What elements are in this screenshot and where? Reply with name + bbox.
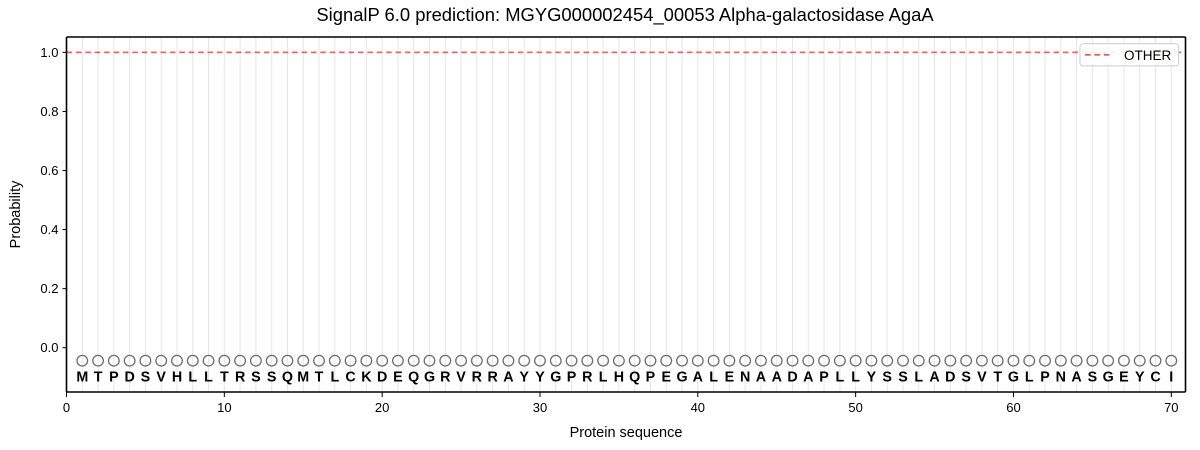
svg-text:G: G	[550, 369, 561, 385]
svg-text:N: N	[1056, 369, 1066, 385]
svg-text:N: N	[740, 369, 750, 385]
svg-text:P: P	[646, 369, 656, 385]
svg-text:L: L	[204, 369, 213, 385]
svg-text:S: S	[882, 369, 892, 385]
svg-text:0.2: 0.2	[40, 281, 58, 296]
svg-text:0.6: 0.6	[40, 163, 58, 178]
svg-text:Y: Y	[867, 369, 877, 385]
svg-text:E: E	[393, 369, 403, 385]
svg-text:Q: Q	[629, 369, 640, 385]
svg-text:40: 40	[691, 400, 705, 415]
svg-text:P: P	[1040, 369, 1050, 385]
svg-text:Q: Q	[282, 369, 293, 385]
svg-text:G: G	[676, 369, 687, 385]
svg-text:L: L	[914, 369, 923, 385]
svg-text:Y: Y	[535, 369, 545, 385]
svg-text:Y: Y	[1135, 369, 1145, 385]
svg-text:L: L	[599, 369, 608, 385]
svg-text:C: C	[1150, 369, 1160, 385]
svg-text:T: T	[315, 369, 324, 385]
svg-text:M: M	[297, 369, 309, 385]
svg-text:L: L	[188, 369, 197, 385]
svg-text:H: H	[614, 369, 624, 385]
svg-text:30: 30	[533, 400, 547, 415]
svg-text:D: D	[377, 369, 387, 385]
svg-text:E: E	[661, 369, 671, 385]
svg-text:D: D	[945, 369, 955, 385]
svg-text:T: T	[993, 369, 1002, 385]
svg-text:S: S	[961, 369, 971, 385]
svg-text:I: I	[1169, 369, 1173, 385]
svg-text:S: S	[898, 369, 908, 385]
svg-text:L: L	[709, 369, 718, 385]
svg-text:R: R	[235, 369, 246, 385]
svg-text:0.8: 0.8	[40, 104, 58, 119]
svg-text:D: D	[787, 369, 797, 385]
svg-text:V: V	[456, 369, 466, 385]
svg-text:A: A	[756, 369, 766, 385]
svg-text:L: L	[1025, 369, 1034, 385]
svg-text:G: G	[1008, 369, 1019, 385]
svg-text:A: A	[503, 369, 513, 385]
svg-text:T: T	[220, 369, 229, 385]
svg-text:E: E	[1119, 369, 1129, 385]
svg-text:L: L	[851, 369, 860, 385]
svg-text:V: V	[977, 369, 987, 385]
svg-text:A: A	[929, 369, 939, 385]
svg-text:0: 0	[63, 400, 70, 415]
svg-text:70: 70	[1164, 400, 1178, 415]
svg-text:K: K	[361, 369, 372, 385]
svg-text:R: R	[582, 369, 593, 385]
svg-text:1.0: 1.0	[40, 45, 58, 60]
svg-text:M: M	[76, 369, 88, 385]
svg-text:OTHER: OTHER	[1124, 48, 1172, 63]
svg-text:P: P	[109, 369, 119, 385]
svg-text:T: T	[94, 369, 103, 385]
svg-text:V: V	[156, 369, 166, 385]
svg-text:G: G	[1103, 369, 1114, 385]
svg-text:10: 10	[217, 400, 231, 415]
svg-text:60: 60	[1006, 400, 1020, 415]
svg-text:50: 50	[848, 400, 862, 415]
svg-text:Protein sequence: Protein sequence	[570, 425, 683, 441]
svg-text:G: G	[424, 369, 435, 385]
svg-text:P: P	[567, 369, 577, 385]
svg-text:L: L	[330, 369, 339, 385]
svg-text:0.0: 0.0	[40, 340, 58, 355]
svg-text:S: S	[1088, 369, 1098, 385]
svg-text:P: P	[819, 369, 829, 385]
svg-text:S: S	[267, 369, 277, 385]
svg-text:Q: Q	[408, 369, 419, 385]
svg-text:L: L	[835, 369, 844, 385]
svg-text:S: S	[251, 369, 261, 385]
svg-text:R: R	[487, 369, 498, 385]
svg-text:20: 20	[375, 400, 389, 415]
svg-text:Y: Y	[519, 369, 529, 385]
svg-text:A: A	[803, 369, 813, 385]
svg-text:A: A	[1071, 369, 1081, 385]
svg-text:S: S	[141, 369, 151, 385]
svg-text:C: C	[345, 369, 355, 385]
svg-text:Probability: Probability	[8, 180, 24, 248]
svg-text:R: R	[440, 369, 451, 385]
svg-text:R: R	[472, 369, 483, 385]
svg-text:H: H	[172, 369, 182, 385]
svg-text:0.4: 0.4	[40, 222, 58, 237]
svg-text:A: A	[772, 369, 782, 385]
svg-text:E: E	[725, 369, 735, 385]
svg-text:D: D	[124, 369, 134, 385]
svg-text:SignalP 6.0 prediction: MGYG00: SignalP 6.0 prediction: MGYG000002454_00…	[316, 4, 934, 26]
svg-text:A: A	[693, 369, 703, 385]
